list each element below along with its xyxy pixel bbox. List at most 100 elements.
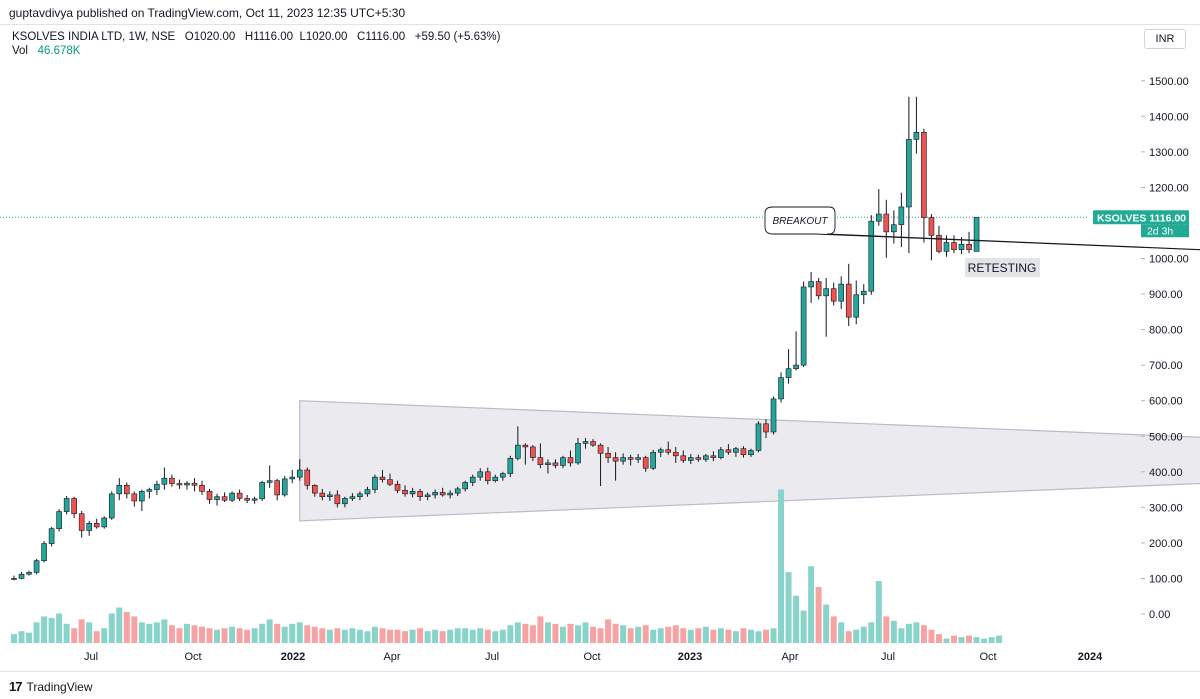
volume-bar bbox=[26, 632, 33, 643]
candle-body bbox=[605, 453, 611, 458]
volume-bar bbox=[206, 628, 213, 643]
tradingview-brand: TradingView bbox=[26, 679, 93, 694]
currency-button[interactable]: INR bbox=[1144, 29, 1186, 49]
volume-bar bbox=[717, 628, 724, 643]
x-tick-label: Apr bbox=[781, 651, 798, 663]
volume-bar bbox=[146, 623, 153, 643]
candle-body bbox=[71, 498, 77, 515]
y-tick-label: 1000.00 bbox=[1149, 254, 1189, 266]
volume-legend: Vol 46.678K bbox=[12, 45, 80, 57]
y-tick-label: 400.00 bbox=[1149, 467, 1183, 479]
candle-body bbox=[161, 477, 168, 485]
candle-body bbox=[199, 485, 205, 492]
candle-body bbox=[357, 493, 363, 497]
candle-body bbox=[507, 457, 514, 474]
candle-body bbox=[146, 489, 153, 492]
candle-body bbox=[515, 444, 521, 459]
volume-bar bbox=[387, 629, 393, 643]
volume-bar bbox=[93, 631, 100, 643]
y-tick-label: 200.00 bbox=[1149, 538, 1183, 550]
triangle-pattern bbox=[299, 400, 1200, 522]
volume-bar bbox=[958, 637, 965, 643]
volume-bar bbox=[116, 607, 123, 643]
ohlc-close: C1116.00 bbox=[357, 31, 406, 43]
volume-bar bbox=[552, 623, 559, 643]
volume-bar bbox=[823, 604, 830, 643]
candle-body bbox=[484, 471, 491, 481]
candle-body bbox=[748, 450, 754, 456]
volume-bar bbox=[702, 626, 709, 643]
candle-body bbox=[612, 457, 619, 462]
candle-body bbox=[56, 511, 62, 529]
candle-body bbox=[951, 242, 957, 250]
volume-bar bbox=[469, 629, 476, 643]
candle-body bbox=[184, 482, 190, 486]
y-tick-label: 100.00 bbox=[1149, 573, 1183, 585]
candle-body bbox=[101, 517, 108, 528]
volume-bar bbox=[763, 629, 769, 643]
candle-body bbox=[327, 494, 333, 497]
candle-body bbox=[108, 493, 115, 519]
y-tick-label: 300.00 bbox=[1149, 502, 1183, 514]
candle-body bbox=[372, 476, 378, 490]
volume-bar bbox=[138, 622, 145, 643]
candle-body bbox=[627, 457, 634, 460]
volume-bar bbox=[484, 629, 491, 643]
candle-body bbox=[124, 485, 130, 495]
volume-bar bbox=[266, 619, 273, 643]
y-tick-label: 1300.00 bbox=[1149, 147, 1189, 159]
volume-bar bbox=[665, 626, 672, 643]
candle-body bbox=[33, 560, 40, 573]
publisher-info: guptavdivya published on TradingView.com… bbox=[9, 6, 406, 20]
volume-bar bbox=[590, 626, 597, 643]
volume-bar bbox=[199, 626, 205, 643]
volume-bar bbox=[732, 631, 739, 643]
volume-bar bbox=[778, 489, 785, 643]
candle-body bbox=[349, 496, 356, 499]
volume-bar bbox=[514, 622, 521, 643]
candle-body bbox=[191, 482, 198, 486]
volume-bar bbox=[214, 629, 221, 643]
candle-body bbox=[582, 441, 589, 444]
candle-body bbox=[868, 220, 875, 292]
candle-body bbox=[499, 473, 506, 478]
volume-bar bbox=[868, 622, 875, 643]
candle-body bbox=[800, 286, 807, 366]
candle-body bbox=[439, 492, 446, 496]
candle-body bbox=[913, 131, 920, 140]
x-tick-label: 2023 bbox=[678, 651, 702, 663]
candle-body bbox=[725, 449, 732, 453]
symbol-name[interactable]: KSOLVES INDIA LTD, 1W, NSE bbox=[12, 31, 176, 43]
candle-body bbox=[530, 446, 536, 458]
candle-body bbox=[823, 288, 829, 297]
candle-body bbox=[131, 493, 138, 502]
x-tick-label: Oct bbox=[583, 651, 600, 663]
candle-body bbox=[650, 451, 657, 469]
candle-body bbox=[522, 444, 529, 448]
volume-bar bbox=[492, 631, 499, 643]
candle-body bbox=[958, 243, 965, 250]
volume-bar bbox=[341, 629, 348, 643]
candle-body bbox=[319, 492, 326, 497]
volume-bar bbox=[845, 631, 852, 643]
candle-body bbox=[78, 513, 85, 531]
volume-bar bbox=[48, 617, 55, 643]
volume-bar bbox=[537, 616, 544, 643]
volume-bar bbox=[417, 628, 424, 643]
volume-bar bbox=[913, 622, 920, 643]
candle-body bbox=[966, 243, 972, 250]
candle-body bbox=[311, 485, 318, 494]
volume-bar bbox=[597, 628, 604, 643]
candle-body bbox=[875, 213, 882, 222]
ohlc-change: +59.50 (+5.63%) bbox=[414, 31, 501, 43]
candle-body bbox=[537, 457, 544, 465]
volume-bar bbox=[838, 622, 845, 643]
candle-body bbox=[545, 462, 551, 465]
price-label-bg bbox=[1093, 210, 1189, 225]
candle-body bbox=[477, 471, 484, 478]
volume-label[interactable]: Vol bbox=[12, 45, 28, 57]
x-tick-label: Oct bbox=[979, 651, 996, 663]
candle-body bbox=[221, 496, 228, 501]
candle-body bbox=[906, 139, 912, 208]
